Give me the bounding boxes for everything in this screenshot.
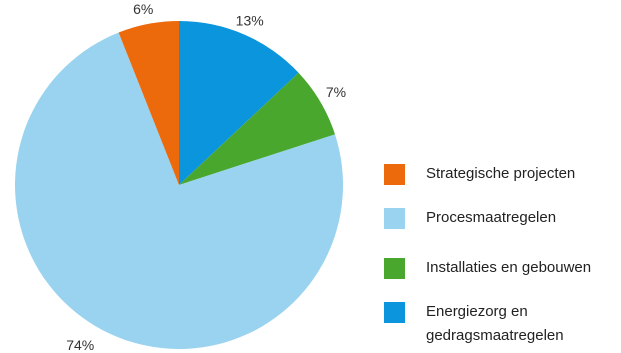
legend-swatch-procesmaatregelen [384, 208, 405, 229]
pie-value-label-strategische-projecten: 6% [133, 1, 153, 17]
pie-value-label-energiezorg-en-gedragsmaatregelen: 13% [236, 12, 264, 28]
pie-value-labels: 13% 7% 74% 6% [66, 1, 346, 353]
pie-value-label-installaties-en-gebouwen: 7% [326, 84, 346, 100]
legend-label-procesmaatregelen: Procesmaatregelen [426, 209, 557, 226]
legend-label-installaties-en-gebouwen: Installaties en gebouwen [426, 259, 592, 276]
pie-slice-energiezorg-en-gedragsmaatregelen [179, 21, 299, 185]
legend-swatch-installaties-en-gebouwen [384, 258, 405, 279]
legend-swatch-strategische-projecten [384, 164, 405, 185]
legend-item-installaties-en-gebouwen: Installaties en gebouwen [384, 258, 621, 280]
legend-item-energiezorg-en-gedragsmaatregelen: Energiezorg en gedragsmaatregelen [384, 302, 621, 348]
legend-item-procesmaatregelen: Procesmaatregelen [384, 208, 621, 230]
pie-slices [14, 21, 344, 349]
legend-item-strategische-projecten: Strategische projecten [384, 164, 621, 186]
pie-value-label-procesmaatregelen: 74% [66, 337, 94, 353]
pie-slice-procesmaatregelen [14, 32, 344, 349]
legend-label-energiezorg-en-gedragsmaatregelen: Energiezorg en gedragsmaatregelen [426, 303, 564, 344]
legend-label-strategische-projecten: Strategische projecten [426, 165, 576, 182]
pie-slice-installaties-en-gebouwen [179, 72, 335, 185]
pie-slice-strategische-projecten [118, 21, 179, 185]
legend-swatch-energiezorg-en-gedragsmaatregelen [384, 302, 405, 323]
